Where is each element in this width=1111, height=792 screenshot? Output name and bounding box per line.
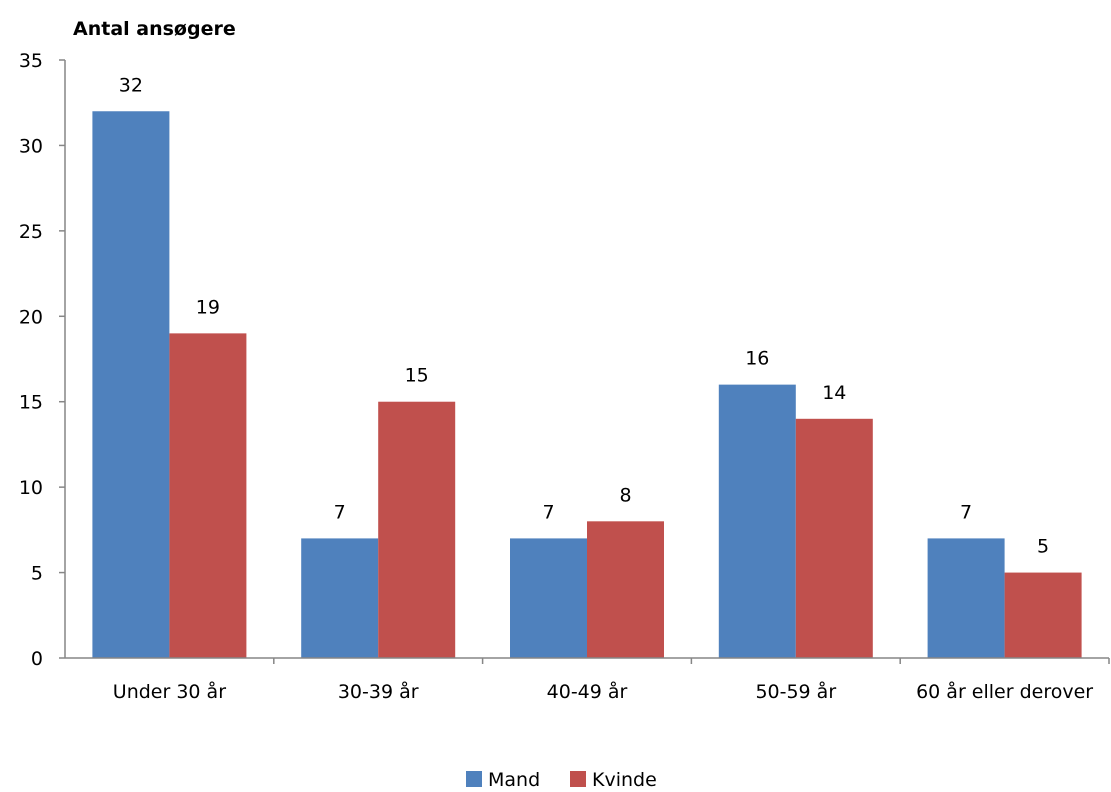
bar-mand-30-39-r xyxy=(301,538,379,658)
y-tick-label-35: 35 xyxy=(19,50,43,72)
bar-mand-50-59-r xyxy=(718,384,796,658)
data-label-mand-30-39-r: 7 xyxy=(334,501,346,523)
data-label-mand-50-59-r: 16 xyxy=(745,348,769,370)
data-label-kvinde-under-30-r: 19 xyxy=(196,296,220,318)
y-tick-label-25: 25 xyxy=(19,221,43,243)
y-tick-label-10: 10 xyxy=(19,477,43,499)
bar-mand-under-30-r xyxy=(92,111,170,658)
bar-kvinde-60-r-eller-derover xyxy=(1004,572,1082,658)
x-tick-label-30-39-r: 30-39 år xyxy=(338,680,419,703)
data-label-kvinde-50-59-r: 14 xyxy=(822,382,846,404)
y-tick-label-5: 5 xyxy=(31,563,43,585)
x-tick-label-under-30-r: Under 30 år xyxy=(113,680,226,703)
data-label-mand-under-30-r: 32 xyxy=(119,74,143,96)
y-tick-label-15: 15 xyxy=(19,392,43,414)
bar-kvinde-under-30-r xyxy=(169,333,247,658)
data-label-mand-60-r-eller-derover: 7 xyxy=(960,501,972,523)
x-tick-label-60-r-eller-derover: 60 år eller derover xyxy=(916,680,1093,703)
data-labels: 32 19 7 15 7 8 16 14 7 5 xyxy=(119,74,1049,557)
y-axis-ticks: 0 5 10 15 20 25 30 35 xyxy=(19,50,65,670)
bars xyxy=(92,111,1082,658)
bar-kvinde-30-39-r xyxy=(378,401,456,658)
legend-label-mand: Mand xyxy=(488,769,540,791)
x-tick-label-40-49-r: 40-49 år xyxy=(547,680,628,703)
y-tick-label-0: 0 xyxy=(31,648,43,670)
data-label-kvinde-30-39-r: 15 xyxy=(405,365,429,387)
legend-swatch-kvinde xyxy=(570,771,586,787)
y-tick-label-30: 30 xyxy=(19,135,43,157)
legend-label-kvinde: Kvinde xyxy=(592,769,657,791)
bar-kvinde-40-49-r xyxy=(587,521,664,658)
bar-kvinde-50-59-r xyxy=(795,418,873,658)
data-label-mand-40-49-r: 7 xyxy=(542,501,554,523)
y-axis-title: Antal ansøgere xyxy=(73,18,236,40)
bar-mand-40-49-r xyxy=(510,538,587,658)
bar-mand-60-r-eller-derover xyxy=(927,538,1005,658)
legend-swatch-mand xyxy=(466,771,482,787)
legend: Mand Kvinde xyxy=(466,769,657,791)
x-tick-label-50-59-r: 50-59 år xyxy=(755,680,836,703)
data-label-kvinde-40-49-r: 8 xyxy=(619,484,631,506)
y-tick-label-20: 20 xyxy=(19,306,43,328)
x-axis-ticks: Under 30 år 30-39 år 40-49 år 50-59 år 60 år… xyxy=(113,658,1110,703)
data-label-kvinde-60-r-eller-derover: 5 xyxy=(1037,536,1049,558)
